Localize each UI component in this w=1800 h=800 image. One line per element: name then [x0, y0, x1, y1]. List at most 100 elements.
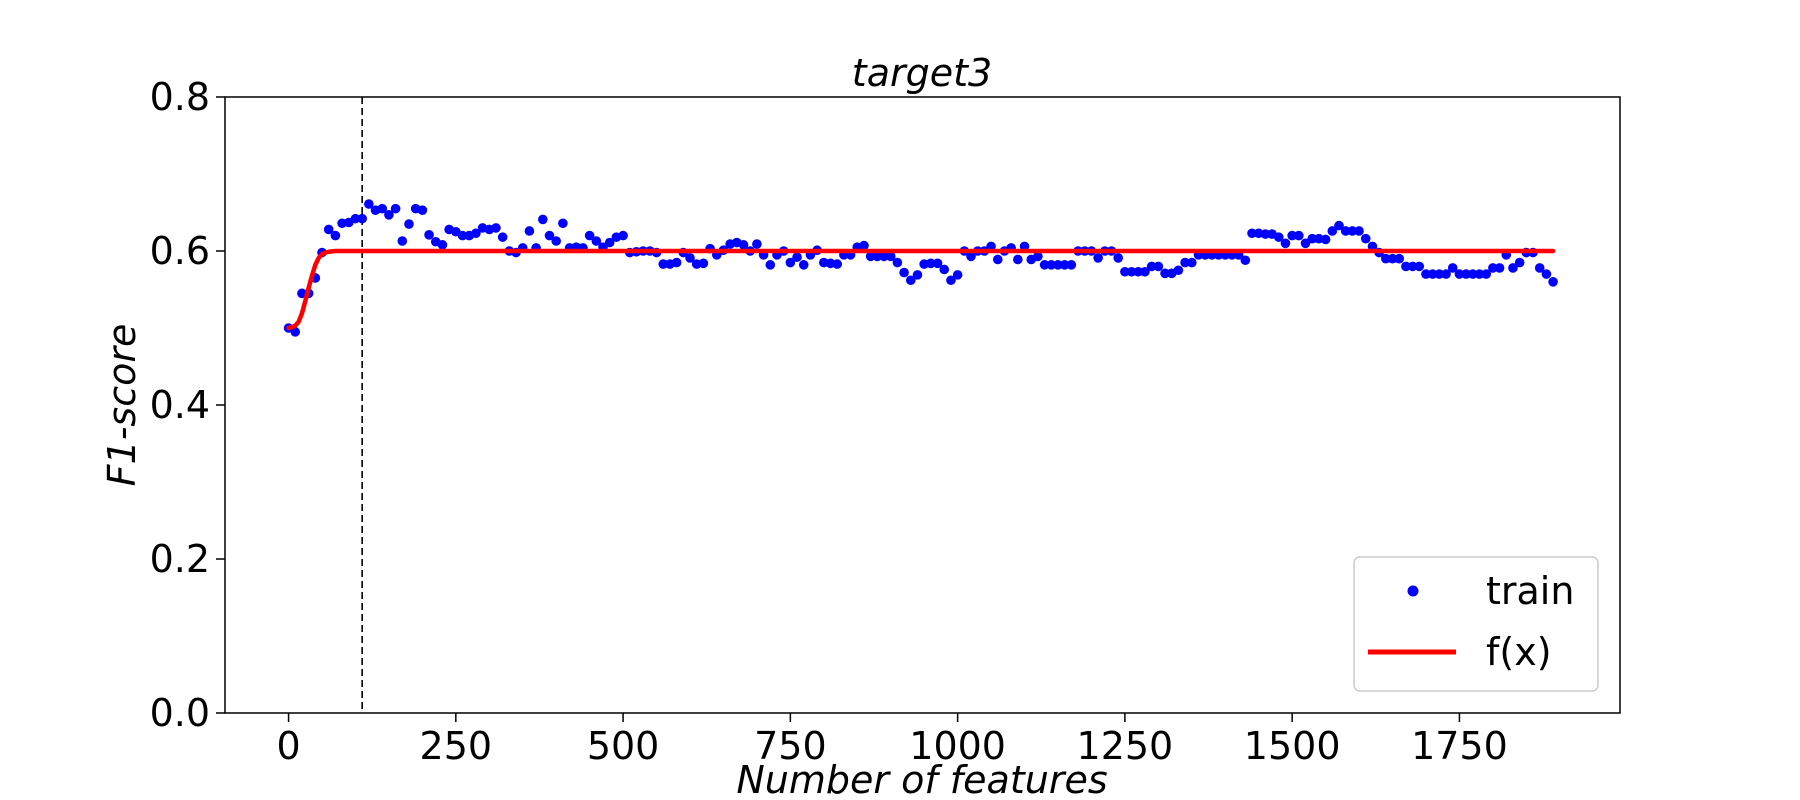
train-point [1120, 266, 1130, 277]
train-point [1066, 260, 1077, 270]
x-tick-label: 1000 [909, 724, 1006, 768]
train-point [1381, 253, 1391, 264]
train-point [912, 270, 923, 280]
train-point [584, 230, 595, 241]
train-point [865, 251, 876, 262]
train-point [1059, 260, 1070, 270]
train-point [1534, 263, 1545, 273]
train-point [738, 240, 749, 250]
y-tick-label: 0.0 [150, 691, 210, 735]
y-tick-label: 0.6 [150, 229, 210, 273]
train-point [544, 230, 555, 241]
train-point [1146, 261, 1157, 272]
train-point [1294, 230, 1304, 241]
train-point [1160, 268, 1170, 279]
train-point [1461, 269, 1471, 279]
train-point [1541, 269, 1552, 279]
train-point [1053, 260, 1063, 270]
train-point [859, 240, 869, 251]
chart-title: target3 [852, 51, 992, 95]
train-point [939, 264, 950, 275]
train-point [1113, 253, 1123, 263]
train-point [1173, 265, 1184, 276]
train-point [323, 224, 334, 235]
train-point [364, 199, 374, 209]
train-point [417, 205, 428, 215]
train-point [524, 226, 535, 236]
y-axis-title: F1-score [100, 324, 144, 487]
train-point [1320, 234, 1331, 245]
train-point [872, 251, 883, 262]
train-point [290, 327, 301, 337]
x-axis-title: Number of features [736, 758, 1107, 800]
train-point [591, 236, 602, 246]
train-point [1434, 269, 1445, 279]
train-point [899, 267, 909, 278]
plot-content [283, 97, 1558, 713]
train-point [785, 257, 796, 268]
y-axis: 0.0 0.2 0.4 0.6 0.8 [150, 75, 225, 735]
x-tick-label: 250 [420, 724, 493, 768]
x-tick-label: 1500 [1244, 724, 1341, 768]
train-point [377, 203, 388, 214]
train-point [384, 210, 394, 220]
train-point [946, 275, 956, 286]
train-point [1013, 254, 1023, 265]
train-point [1187, 257, 1197, 268]
train-point [397, 236, 408, 246]
x-axis: 0 250 500 750 1000 1250 1500 1750 [276, 713, 1508, 768]
train-point [1354, 226, 1364, 236]
train-point [471, 228, 481, 239]
train-point [685, 253, 695, 263]
train-point [1334, 220, 1344, 231]
train-point [1481, 269, 1491, 279]
train-point [1360, 233, 1371, 244]
legend-label-train: train [1486, 569, 1574, 613]
y-tick-label: 0.4 [150, 383, 210, 427]
x-tick-label: 500 [587, 724, 660, 768]
train-point [1307, 233, 1318, 244]
train-point [1126, 266, 1137, 277]
train-point [538, 214, 548, 225]
legend-marker-train [1407, 585, 1419, 597]
train-point [992, 254, 1003, 265]
train-point [1093, 253, 1103, 263]
train-point [618, 230, 628, 241]
train-point [1033, 251, 1043, 262]
train-point [1340, 226, 1351, 236]
train-point [350, 213, 361, 224]
train-point [926, 258, 936, 269]
train-point [1140, 266, 1150, 277]
train-point [1240, 255, 1251, 266]
train-point [1454, 269, 1465, 279]
train-point [424, 230, 434, 240]
y-tick-label: 0.2 [150, 537, 210, 581]
train-point [658, 259, 669, 269]
train-point [765, 260, 776, 270]
train-point [1548, 277, 1558, 287]
train-point [1447, 263, 1458, 273]
train-point [1407, 261, 1418, 272]
train-point [892, 257, 903, 268]
train-point [1280, 238, 1291, 249]
train-point [885, 251, 896, 262]
train-point [1421, 269, 1431, 279]
train-point [1494, 263, 1505, 273]
train-point [671, 257, 682, 268]
train-point [558, 218, 568, 229]
train-point [404, 219, 414, 229]
train-point [1153, 261, 1164, 272]
train-point [1394, 253, 1405, 264]
train-point [932, 258, 943, 269]
train-point [832, 259, 842, 269]
train-point [905, 275, 916, 286]
train-point [792, 252, 802, 262]
train-point [1441, 269, 1451, 279]
train-point [1046, 260, 1057, 270]
x-tick-label: 1250 [1077, 724, 1174, 768]
train-point [1508, 263, 1518, 273]
train-point [1287, 230, 1297, 241]
train-point [1133, 266, 1144, 277]
x-tick-label: 750 [754, 724, 827, 768]
train-point [966, 251, 976, 262]
